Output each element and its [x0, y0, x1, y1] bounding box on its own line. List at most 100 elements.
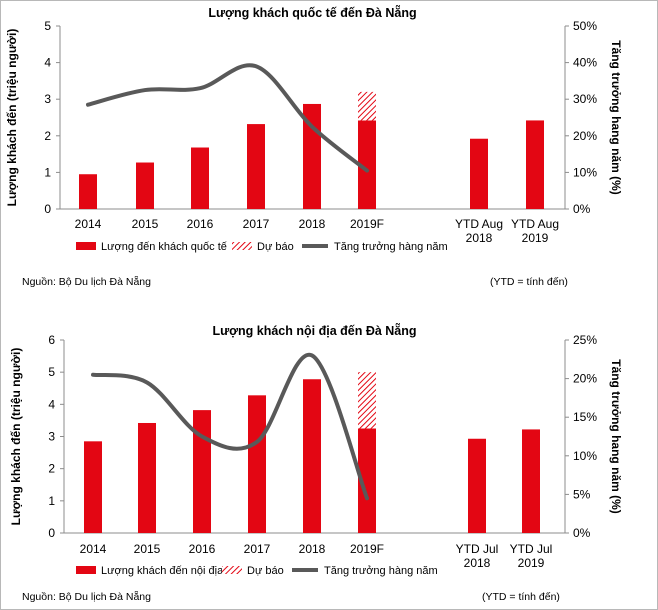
bar: [358, 428, 376, 533]
x-tick-label-line: 2019: [522, 231, 549, 245]
x-tick-label-line: YTD Aug: [455, 217, 503, 231]
bar: [136, 162, 154, 209]
y-tick-label-left: 1: [44, 165, 51, 179]
x-tick-label-line: YTD Jul: [456, 542, 499, 556]
y-tick-label-right: 30%: [573, 92, 597, 106]
bar-forecast: [358, 91, 376, 121]
bar: [84, 441, 102, 533]
x-tick-label-line: 2018: [464, 556, 491, 570]
source-note: Nguồn: Bộ Du lịch Đà Nẵng: [22, 591, 151, 603]
y-tick-label-left: 2: [48, 462, 55, 476]
x-tick-label: YTD Aug 2019: [511, 217, 559, 245]
x-tick-label-line: 2016: [187, 217, 214, 231]
x-tick-label-line: 2017: [243, 217, 270, 231]
bar: [248, 395, 266, 533]
x-tick-label-line: 2018: [466, 231, 493, 245]
legend-swatch-bar: [76, 242, 96, 250]
chart-title: Lượng khách quốc tế đến Đà Nẵng: [208, 5, 416, 20]
y-tick-label-left: 4: [44, 56, 51, 70]
x-tick-label: 2015: [132, 217, 159, 231]
y-axis-title-left: Lượng khách đến (triệu người): [5, 29, 19, 207]
y-axis-title-right: Tăng trưởng hang năm (%): [609, 40, 623, 195]
x-tick-label: 2019F: [350, 542, 384, 556]
x-tick-label: YTD Aug 2018: [455, 217, 503, 245]
chart-panel-international: Lượng khách quốc tế đến Đà Nẵng 0 1 2 3 4 5 0% 1…: [0, 0, 658, 300]
y-tick-label-right: 0%: [573, 202, 591, 216]
legend-swatch-bar: [76, 566, 96, 574]
ytd-note: (YTD = tính đến): [482, 591, 560, 603]
x-tick-label: 2017: [243, 217, 270, 231]
legend-swatch-forecast: [232, 242, 252, 250]
y-tick-label-right: 50%: [573, 19, 597, 33]
source-note: Nguồn: Bộ Du lịch Đà Nẵng: [22, 276, 151, 288]
bar: [191, 147, 209, 209]
bar: [247, 124, 265, 209]
ytd-note: (YTD = tính đến): [490, 276, 568, 288]
y-tick-label-left: 3: [48, 430, 55, 444]
y-tick-label-right: 0%: [573, 526, 591, 540]
bar-forecast: [358, 372, 376, 429]
chart-domestic-svg: Lượng khách nội địa đến Đà Nẵng 0 1 2 3 4 5 6 0%…: [9, 323, 623, 577]
y-tick-label-left: 1: [48, 494, 55, 508]
bar: [303, 379, 321, 533]
y-tick-label-right: 10%: [573, 449, 597, 463]
chart-title: Lượng khách nội địa đến Đà Nẵng: [212, 323, 416, 338]
x-tick-label: 2014: [75, 217, 102, 231]
y-tick-label-left: 5: [44, 19, 51, 33]
x-tick-label-line: 2014: [80, 542, 107, 556]
x-tick-label-line: 2019: [518, 556, 545, 570]
x-tick-label: 2014: [80, 542, 107, 556]
y-tick-label-right: 40%: [573, 56, 597, 70]
legend-label-forecast: Dự báo: [247, 565, 284, 577]
x-tick-label-line: 2017: [244, 542, 271, 556]
x-tick-label-line: YTD Jul: [510, 542, 553, 556]
y-tick-label-left: 4: [48, 397, 55, 411]
y-tick-label-left: 0: [44, 202, 51, 216]
x-tick-label: 2018: [299, 217, 326, 231]
x-tick-label-line: 2018: [299, 542, 326, 556]
legend-label-bar: Lượng khách đến nội địa: [101, 565, 224, 577]
x-tick-label: 2016: [189, 542, 216, 556]
y-tick-label-right: 20%: [573, 129, 597, 143]
y-tick-label-left: 6: [48, 333, 55, 347]
y-tick-label-right: 25%: [573, 333, 597, 347]
bar: [138, 422, 156, 533]
y-tick-label-right: 20%: [573, 372, 597, 386]
x-tick-label-line: 2019F: [350, 542, 384, 556]
legend-label-forecast: Dự báo: [257, 241, 294, 253]
bar: [193, 410, 211, 533]
y-tick-label-right: 15%: [573, 410, 597, 424]
legend-swatch-forecast: [222, 566, 242, 574]
chart-international-svg: Lượng khách quốc tế đến Đà Nẵng0123450%1…: [5, 5, 623, 253]
bar: [358, 120, 376, 209]
x-tick-label: YTD Jul 2019: [510, 542, 553, 570]
x-tick-label-line: 2016: [189, 542, 216, 556]
bar: [526, 120, 544, 209]
x-tick-label-line: 2018: [299, 217, 326, 231]
x-tick-label: 2018: [299, 542, 326, 556]
bar: [79, 174, 97, 209]
growth-line: [86, 63, 369, 173]
x-tick-label: YTD Jul 2018: [456, 542, 499, 570]
growth-line: [91, 352, 369, 501]
x-tick-label: 2017: [244, 542, 271, 556]
y-tick-label-left: 0: [48, 526, 55, 540]
legend-label-line: Tăng trưởng hàng năm: [324, 565, 438, 577]
x-tick-label: 2016: [187, 217, 214, 231]
x-tick-label: 2019F: [350, 217, 384, 231]
y-tick-label-right: 5%: [573, 487, 591, 501]
y-tick-label-left: 3: [44, 92, 51, 106]
y-tick-label-left: 2: [44, 129, 51, 143]
bar: [468, 438, 486, 533]
legend-label-line: Tăng trưởng hàng năm: [334, 241, 448, 253]
x-tick-label-line: YTD Aug: [511, 217, 559, 231]
y-axis-title-right: Tăng trưởng hang năm (%): [609, 359, 623, 514]
x-tick-label: 2015: [134, 542, 161, 556]
bar: [470, 138, 488, 209]
bar: [522, 429, 540, 533]
x-tick-label-line: 2015: [134, 542, 161, 556]
x-tick-label-line: 2015: [132, 217, 159, 231]
x-tick-label-line: 2019F: [350, 217, 384, 231]
y-axis-title-left: Lượng khách đến (triệu người): [9, 348, 23, 526]
y-tick-label-left: 5: [48, 365, 55, 379]
